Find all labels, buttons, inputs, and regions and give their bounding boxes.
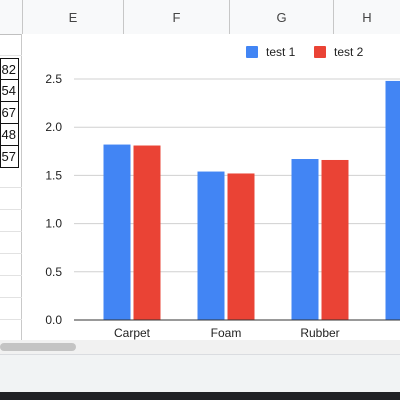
data-cell[interactable]: 48 [0, 124, 19, 146]
bar-test-1 [197, 171, 225, 320]
column-header-g[interactable]: G [229, 0, 333, 34]
legend-swatch [246, 46, 258, 58]
bar-test-1 [385, 80, 400, 320]
bar-chart: 0.00.51.01.52.02.5CarpetFoamRubberSartes… [45, 45, 400, 340]
x-tick-label: Carpet [114, 326, 151, 340]
bar-test-1 [291, 159, 319, 320]
y-tick-label: 1.5 [45, 168, 62, 182]
grid-row[interactable] [0, 210, 22, 232]
bar-test-2 [133, 145, 161, 320]
sheet-tabs-bar [0, 354, 400, 393]
x-tick-label: Foam [211, 326, 242, 340]
grid-row[interactable] [0, 298, 22, 320]
bar-test-2 [321, 159, 349, 320]
y-tick-label: 2.5 [45, 72, 62, 86]
column-header-e[interactable]: E [22, 0, 123, 34]
data-cell[interactable]: 54 [0, 80, 19, 102]
grid-row[interactable] [0, 232, 22, 254]
column-header-h[interactable]: H [333, 0, 400, 34]
y-tick-label: 0.0 [45, 313, 62, 327]
data-cell[interactable]: 82 [0, 58, 19, 80]
legend-swatch [314, 46, 326, 58]
legend-label: test 2 [334, 45, 364, 59]
y-tick-label: 0.5 [45, 265, 62, 279]
grid-row[interactable] [0, 320, 22, 342]
data-cell[interactable]: 67 [0, 102, 19, 124]
grid-row[interactable] [0, 254, 22, 276]
grid-row[interactable] [0, 276, 22, 298]
y-tick-label: 1.0 [45, 217, 62, 231]
scrollbar-thumb[interactable] [0, 343, 76, 351]
column-header-bar: E F G H [0, 0, 400, 35]
grid-row[interactable] [0, 188, 22, 210]
y-tick-label: 2.0 [45, 120, 62, 134]
window-edge [0, 392, 400, 400]
horizontal-scrollbar[interactable] [0, 340, 400, 354]
bar-test-2 [227, 173, 255, 320]
grid-row[interactable] [0, 34, 22, 56]
embedded-chart[interactable]: 0.00.51.01.52.02.5CarpetFoamRubberSartes… [22, 34, 400, 340]
x-tick-label: Rubber [300, 326, 339, 340]
bar-test-1 [103, 144, 131, 320]
column-header-f[interactable]: F [123, 0, 229, 34]
data-cell[interactable]: 57 [0, 146, 19, 168]
legend-label: test 1 [266, 45, 296, 59]
grid-row[interactable] [0, 166, 22, 188]
